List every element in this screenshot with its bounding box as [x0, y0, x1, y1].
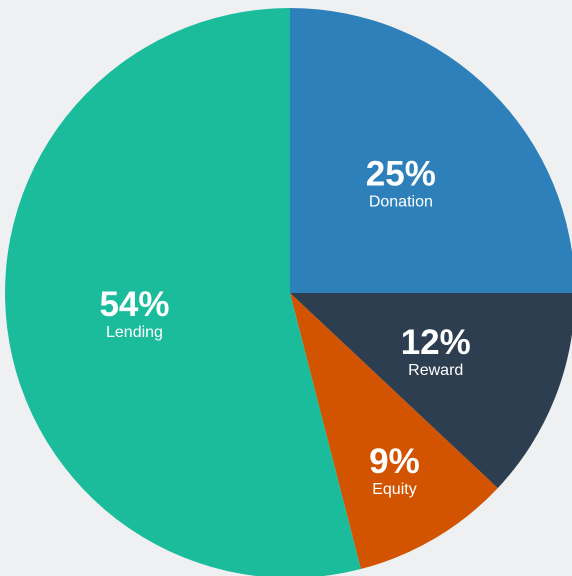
pie-slice: [290, 8, 572, 293]
pie-slice: [5, 8, 361, 576]
pie-slice: [290, 293, 498, 570]
slice-category-label: Reward: [408, 362, 463, 379]
slice-value-label: 12%: [401, 323, 471, 362]
slice-category-label: Equity: [372, 481, 416, 498]
slice-value-label: 54%: [99, 285, 169, 324]
slice-category-label: Lending: [106, 324, 163, 341]
slice-value-label: 25%: [366, 154, 436, 193]
pie-slice: [290, 293, 572, 489]
slice-value-label: 9%: [369, 442, 420, 481]
slice-category-label: Donation: [369, 193, 433, 210]
